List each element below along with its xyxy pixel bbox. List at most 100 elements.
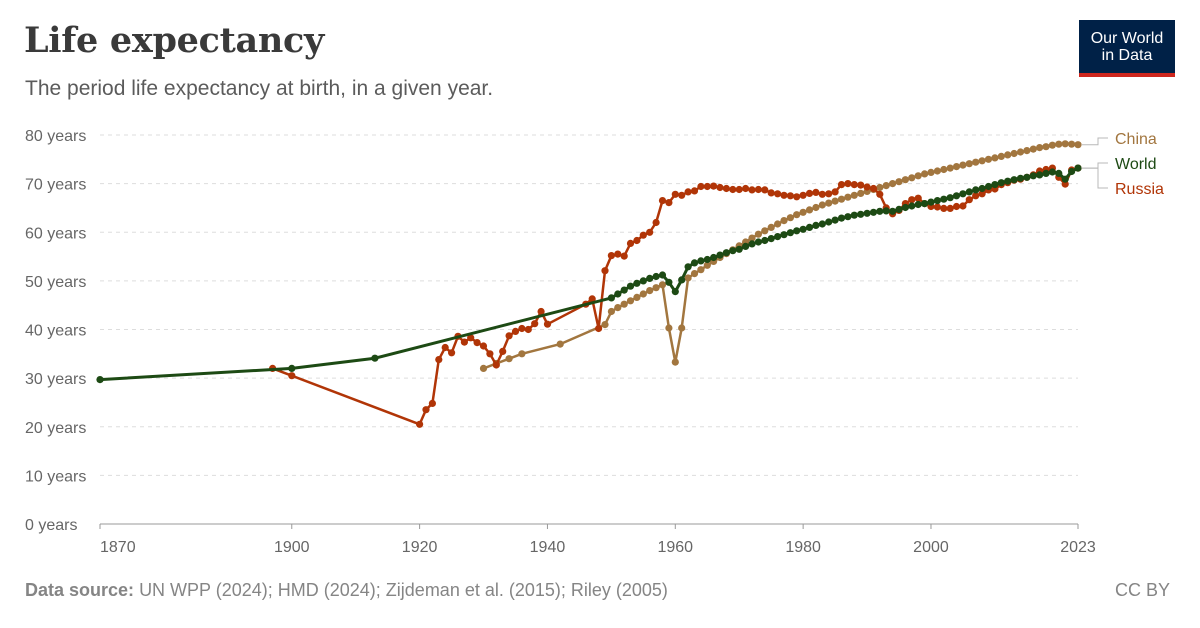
- data-point-world-1982[interactable]: [812, 221, 820, 229]
- data-point-china-1962[interactable]: [684, 274, 692, 282]
- data-point-world-1983[interactable]: [818, 220, 826, 228]
- data-point-world-1900[interactable]: [288, 364, 296, 372]
- data-point-china-1936[interactable]: [518, 350, 526, 358]
- data-point-russia-1979[interactable]: [793, 193, 801, 201]
- data-point-china-1960[interactable]: [671, 358, 679, 366]
- data-point-china-1996[interactable]: [901, 176, 910, 184]
- data-point-world-1986[interactable]: [837, 214, 846, 222]
- data-point-china-1983[interactable]: [818, 201, 826, 209]
- data-point-russia-1970[interactable]: [735, 185, 743, 194]
- data-point-china-1975[interactable]: [767, 223, 775, 231]
- data-point-china-1964[interactable]: [697, 266, 705, 274]
- data-point-russia-2003[interactable]: [946, 204, 954, 212]
- data-point-china-2014[interactable]: [1016, 148, 1025, 156]
- data-point-china-1972[interactable]: [748, 234, 756, 242]
- data-point-world-2017[interactable]: [1036, 171, 1044, 179]
- data-point-world-1997[interactable]: [908, 202, 916, 210]
- data-point-world-2007[interactable]: [972, 186, 980, 194]
- data-point-world-2020[interactable]: [1055, 169, 1063, 177]
- data-point-russia-1955[interactable]: [639, 231, 647, 239]
- data-point-china-2019[interactable]: [1048, 141, 1056, 149]
- data-point-china-1958[interactable]: [658, 281, 667, 289]
- data-point-china-1955[interactable]: [639, 290, 647, 298]
- data-point-world-1976[interactable]: [774, 233, 782, 241]
- data-point-russia-2006[interactable]: [965, 196, 973, 204]
- data-point-world-1985[interactable]: [831, 216, 839, 224]
- data-point-russia-1923[interactable]: [435, 356, 443, 364]
- data-point-russia-1922[interactable]: [428, 399, 436, 407]
- data-point-china-1994[interactable]: [889, 180, 897, 188]
- data-point-russia-2007[interactable]: [972, 192, 980, 200]
- data-point-world-1999[interactable]: [921, 200, 929, 208]
- data-point-russia-1920[interactable]: [416, 420, 424, 428]
- data-point-china-1952[interactable]: [620, 300, 628, 308]
- data-point-china-1953[interactable]: [626, 297, 635, 305]
- data-point-russia-1939[interactable]: [537, 307, 545, 316]
- data-point-world-1981[interactable]: [805, 223, 814, 231]
- legend-label-world[interactable]: World: [1115, 156, 1157, 173]
- data-point-china-1980[interactable]: [799, 208, 807, 216]
- data-point-world-2018[interactable]: [1042, 169, 1050, 177]
- data-point-russia-1967[interactable]: [716, 183, 724, 192]
- data-point-world-2001[interactable]: [933, 197, 942, 205]
- data-point-china-1989[interactable]: [857, 189, 865, 197]
- data-point-russia-1980[interactable]: [799, 191, 807, 199]
- data-point-russia-1985[interactable]: [831, 188, 839, 196]
- data-point-world-1989[interactable]: [857, 210, 865, 218]
- license-link[interactable]: CC BY: [1114, 580, 1170, 600]
- data-point-china-1979[interactable]: [793, 211, 801, 219]
- data-point-china-1930[interactable]: [479, 364, 488, 372]
- data-point-russia-1932[interactable]: [492, 361, 500, 369]
- data-point-russia-1968[interactable]: [722, 184, 731, 193]
- data-point-china-1963[interactable]: [690, 270, 699, 278]
- data-point-china-2021[interactable]: [1061, 140, 1069, 148]
- data-point-world-2013[interactable]: [1010, 176, 1018, 184]
- data-point-world-2002[interactable]: [940, 195, 948, 203]
- data-point-china-2001[interactable]: [933, 167, 942, 175]
- data-point-world-1992[interactable]: [876, 207, 884, 215]
- data-point-russia-1934[interactable]: [505, 332, 513, 340]
- data-point-china-2012[interactable]: [1004, 151, 1012, 159]
- data-point-russia-1990[interactable]: [863, 183, 871, 191]
- legend-label-russia[interactable]: Russia: [1115, 181, 1164, 198]
- data-point-russia-2002[interactable]: [940, 204, 948, 212]
- data-point-world-1870[interactable]: [96, 376, 104, 384]
- data-point-world-2011[interactable]: [997, 179, 1005, 187]
- data-point-world-1964[interactable]: [697, 257, 705, 265]
- data-point-china-1973[interactable]: [754, 230, 763, 238]
- data-point-china-2023[interactable]: [1074, 141, 1082, 149]
- data-point-russia-1998[interactable]: [914, 194, 922, 202]
- data-point-russia-1973[interactable]: [754, 185, 763, 194]
- data-point-world-1974[interactable]: [761, 236, 769, 245]
- data-point-world-1961[interactable]: [678, 276, 686, 284]
- data-point-russia-1977[interactable]: [780, 191, 788, 199]
- data-point-world-1998[interactable]: [914, 200, 922, 209]
- data-point-china-2020[interactable]: [1055, 140, 1063, 148]
- data-point-world-1953[interactable]: [626, 282, 635, 290]
- data-point-russia-1951[interactable]: [614, 250, 622, 258]
- series-line-china[interactable]: [482, 142, 1080, 370]
- data-point-world-1958[interactable]: [658, 271, 667, 279]
- data-point-china-1959[interactable]: [665, 324, 673, 332]
- data-point-russia-1960[interactable]: [671, 190, 679, 198]
- data-point-world-1977[interactable]: [780, 231, 788, 239]
- data-point-world-1960[interactable]: [671, 288, 679, 296]
- data-point-world-1913[interactable]: [371, 354, 379, 362]
- data-point-world-1979[interactable]: [793, 227, 801, 235]
- data-point-russia-1959[interactable]: [665, 199, 673, 207]
- data-point-china-1934[interactable]: [505, 355, 513, 363]
- data-point-world-1956[interactable]: [646, 274, 654, 282]
- data-point-russia-1930[interactable]: [479, 342, 488, 350]
- data-point-russia-1929[interactable]: [473, 339, 481, 347]
- data-point-russia-1954[interactable]: [633, 236, 641, 245]
- data-point-world-1970[interactable]: [735, 245, 743, 253]
- data-point-china-2008[interactable]: [978, 157, 986, 165]
- data-point-china-2009[interactable]: [984, 155, 993, 163]
- data-point-russia-1949[interactable]: [601, 267, 609, 275]
- data-point-russia-1921[interactable]: [422, 406, 430, 414]
- data-point-china-1999[interactable]: [921, 170, 929, 178]
- data-point-russia-1953[interactable]: [626, 239, 635, 247]
- data-point-world-1996[interactable]: [901, 203, 910, 212]
- data-point-world-1954[interactable]: [633, 279, 641, 287]
- data-point-china-1956[interactable]: [646, 287, 654, 295]
